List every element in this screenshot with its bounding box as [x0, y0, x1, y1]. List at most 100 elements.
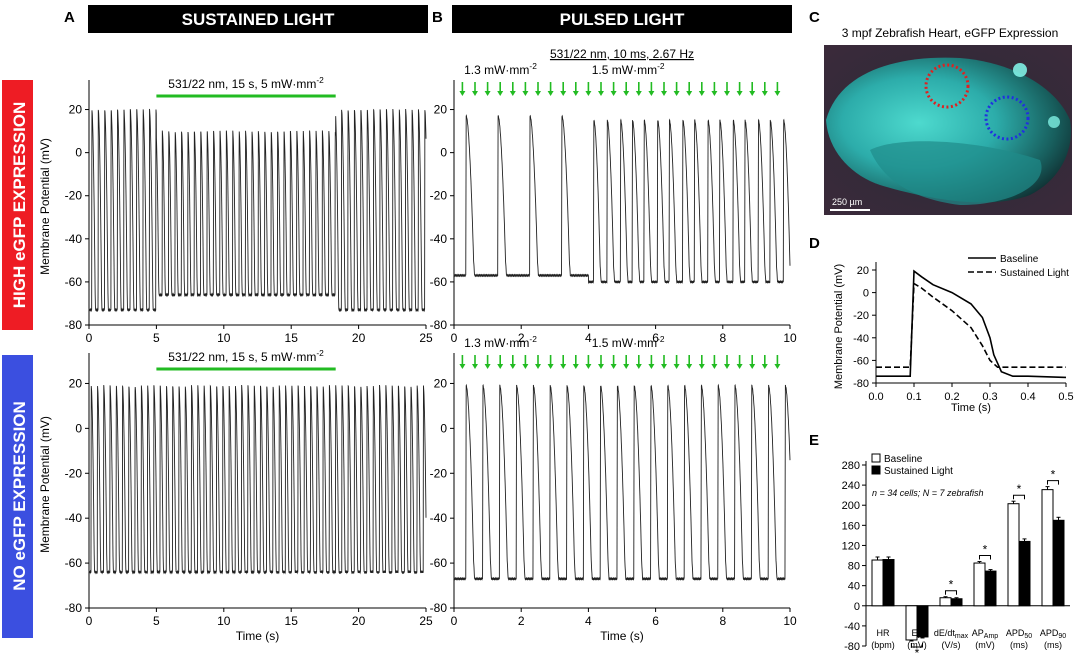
x-tick-label-B-no: 4 — [585, 614, 592, 628]
category-label-E: dE/dtmax — [934, 628, 969, 640]
stimulus-arrow-head-B-high — [572, 91, 579, 96]
stimulus-arrow-head-B-high — [761, 91, 768, 96]
x-tick-label-B-no: 6 — [652, 614, 659, 628]
y-tick-label-A-no: -20 — [65, 466, 83, 480]
bar-sustained-light — [1018, 540, 1031, 607]
stimulus-arrow-head-B-no — [598, 364, 604, 369]
category-label-E: APAmp — [972, 628, 999, 640]
stimulus-arrow-head-B-no — [761, 364, 768, 369]
category-label-E: APD50 — [1006, 628, 1032, 640]
legend-swatch-E — [871, 453, 881, 463]
legend-swatch-E — [871, 465, 881, 475]
x-tick-label-A-high: 5 — [153, 331, 160, 345]
bar-sustained-light — [950, 598, 963, 607]
x-tick-label-A-no: 0 — [86, 614, 93, 628]
heart-lower-lobe — [870, 141, 1042, 205]
panel-letter-a: A — [64, 9, 75, 26]
axes-E: -80 -40 0 40 80 120 160 200 240 280 — [842, 460, 1070, 653]
y-tick-label-B-no: -20 — [430, 466, 448, 480]
x-tick-label-A-no: 10 — [217, 614, 231, 628]
x-tick-label-B-high: 0 — [451, 331, 458, 345]
stimulus-intensity-label-B-no: 1.3 mW·mm-2 — [464, 334, 537, 350]
bar-baseline — [939, 597, 952, 607]
y-tick-label-B-high: -40 — [430, 232, 448, 246]
panel-letter-e: E — [809, 432, 819, 449]
y-tick-label-A-no: -60 — [65, 556, 83, 570]
x-tick-label-A-high: 25 — [419, 331, 433, 345]
x-axis-title-B-no: Time (s) — [600, 629, 644, 643]
stimulus-arrow-head-B-high — [686, 91, 693, 96]
stimulus-intensity-label-B-high: 1.5 mW·mm-2 — [592, 61, 665, 77]
x-tick-label-B-no: 0 — [451, 614, 458, 628]
y-tick-label-B-high: -20 — [430, 189, 448, 203]
light-label-A-high: 531/22 nm, 15 s, 5 mW·mm-2 — [168, 75, 324, 91]
stimulus-arrow-head-B-no — [610, 364, 617, 369]
legend-label-d: Sustained Light — [1000, 268, 1069, 279]
bubble-1 — [1013, 63, 1027, 77]
y-tick-label-B-no: 20 — [434, 376, 448, 390]
trace-A-high — [88, 108, 427, 313]
stimulus-arrow-head-B-no — [472, 364, 478, 369]
y-tick-label-A-high: -80 — [65, 318, 83, 332]
y-tick-label-D: -20 — [853, 310, 869, 322]
row-label-no: NO eGFP EXPRESSION — [2, 355, 33, 638]
y-tick-label-B-no: -40 — [430, 511, 448, 525]
y-tick-label-A-no: 20 — [69, 376, 83, 390]
x-tick-label-A-high: 15 — [285, 331, 299, 345]
stimulus-arrow-head-B-high — [484, 91, 491, 96]
stimulus-arrow-head-B-no — [661, 364, 667, 369]
heart-image: 250 µm — [824, 45, 1072, 215]
significance-bracket-E — [1047, 480, 1059, 485]
x-tick-label-B-high: 8 — [719, 331, 726, 345]
x-tick-label-A-high: 10 — [217, 331, 231, 345]
y-tick-label-D: 0 — [863, 288, 869, 300]
category-label-E: HR — [877, 628, 890, 638]
x-tick-label-D: 0.4 — [1020, 391, 1035, 403]
y-tick-label-D: 20 — [857, 265, 869, 277]
category-unit-E: (mV) — [975, 640, 995, 650]
stimulus-arrow-head-B-high — [472, 91, 478, 96]
x-tick-label-A-no: 5 — [153, 614, 160, 628]
header-bar-b — [452, 5, 792, 33]
sample-size-annotation-E: n = 34 cells; N = 7 zebrafish — [872, 488, 984, 498]
stimulus-arrow-head-B-high — [547, 91, 554, 96]
x-tick-label-A-high: 20 — [352, 331, 366, 345]
y-axis-title-D: Membrane Potential (mV) — [833, 264, 845, 389]
axes-D: -80 -60 -40 -20 0 20 0.0 0.1 0.2 0.3 0.4 0.5 Membran… — [833, 262, 1074, 414]
stimulus-arrow-head-B-no — [686, 364, 693, 369]
stimulus-arrow-head-B-no — [711, 364, 718, 369]
stimulus-arrow-head-B-high — [774, 91, 781, 96]
stimulus-arrow-head-B-high — [673, 91, 680, 96]
stimulus-arrow-head-B-high — [598, 91, 604, 96]
legend-label-E: Sustained Light — [884, 466, 953, 477]
x-tick-label-A-no: 15 — [285, 614, 299, 628]
x-tick-label-D: 0.0 — [868, 391, 883, 403]
y-tick-label-E: -40 — [844, 621, 860, 633]
stimulus-arrow-head-B-no — [547, 364, 554, 369]
panel-letter-b: B — [432, 9, 443, 26]
stimulus-arrow-head-B-no — [497, 364, 504, 369]
y-tick-label-E: 0 — [854, 601, 860, 613]
y-tick-label-B-no: 0 — [440, 421, 447, 435]
trace-B-no — [453, 383, 791, 581]
axes-A-no: -80 -60 -40 -20 0 20 0 5 10 15 20 25 Membrane Potent… — [38, 353, 433, 643]
atrium-roi — [924, 63, 970, 109]
y-tick-label-B-high: -80 — [430, 318, 448, 332]
y-tick-label-E: 280 — [842, 460, 860, 472]
significance-bracket-E — [979, 555, 991, 560]
panel-letter-c: C — [809, 9, 820, 26]
significance-bracket-E — [945, 590, 957, 595]
stimulus-arrow-head-B-high — [610, 91, 617, 96]
x-tick-label-B-no: 8 — [719, 614, 726, 628]
stimulus-intensity-label-B-high: 1.3 mW·mm-2 — [464, 61, 537, 77]
significance-star-E: * — [1017, 482, 1022, 496]
stimulus-intensity-label-B-no: 1.5 mW·mm-2 — [592, 334, 665, 350]
series-line-baseline — [876, 269, 1067, 379]
y-tick-label-B-no: -60 — [430, 556, 448, 570]
stimulus-arrow-head-B-high — [509, 91, 516, 96]
header-sustained-light: SUSTAINED LIGHT — [182, 10, 335, 29]
trace-A-no — [88, 384, 427, 575]
category-unit-E: (V/s) — [942, 640, 961, 650]
bar-sustained-light — [1052, 519, 1065, 607]
significance-bracket-E — [1013, 494, 1025, 500]
